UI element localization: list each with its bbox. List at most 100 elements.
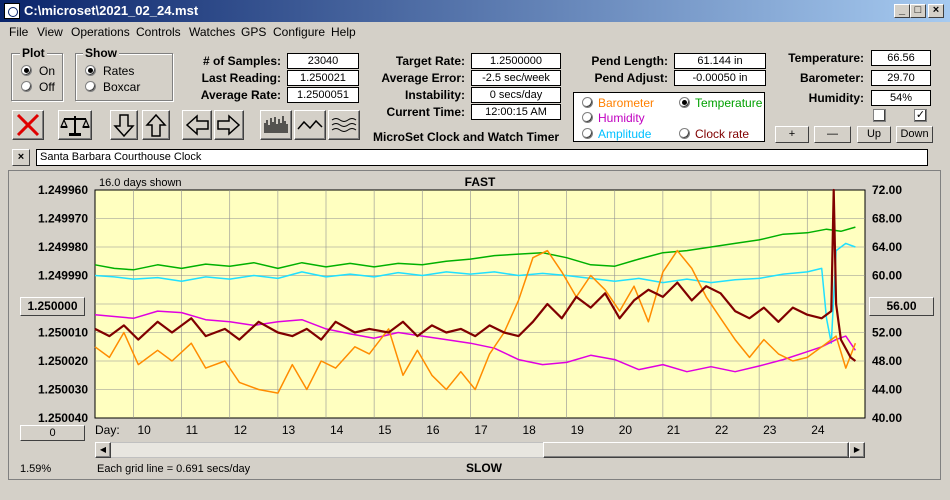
plus-button[interactable]: + [775,126,809,143]
pend-adjust-field: -0.00050 in [674,70,766,86]
right-tick-label: 60.00 [872,269,902,283]
humidity-label: Humidity [598,111,645,125]
minimize-button[interactable]: _ [894,4,910,18]
x-tick-label: 24 [811,423,825,437]
arrow-left-button[interactable] [182,110,212,140]
right-tick-label: 48.00 [872,354,902,368]
right-tick-label: 64.00 [872,240,902,254]
menu-watches[interactable]: Watches [189,25,236,39]
target-rate-label: Target Rate: [395,54,465,68]
series-line-barometer [94,249,857,394]
target-rate-field[interactable]: 1.2500000 [471,53,561,69]
plot-on-label: On [39,64,56,78]
left-tick-label: 1.249960 [38,183,88,197]
series-line-humidity [94,310,857,373]
humidity-field: 54% [871,90,931,106]
red-x-icon [16,113,40,137]
clear-clock-name-button[interactable]: × [12,149,30,166]
average-rate-field: 1.2500051 [287,87,359,103]
humidity-radio[interactable] [582,112,593,123]
plot-on-radio[interactable] [21,65,32,76]
menu-view[interactable]: View [37,25,63,39]
series-lines [94,188,857,394]
calibrate-button[interactable] [58,110,92,140]
menu-configure[interactable]: Configure [273,25,326,39]
arrow-up-button[interactable] [142,110,170,140]
temperature-field: 66.56 [871,50,931,66]
last-reading-field: 1.250021 [287,70,359,86]
average-rate-label: Average Rate: [200,88,281,102]
maximize-button[interactable]: □ [910,4,926,18]
scroll-right-button[interactable]: ▶ [849,442,865,458]
menu-bar: File View Operations Controls Watches GP… [0,22,950,42]
x-tick-label: 17 [474,423,488,437]
amplitude-radio[interactable] [582,128,593,139]
app-icon [4,3,20,19]
right-tick-label: 68.00 [872,212,902,226]
samples-field: 23040 [287,53,359,69]
up-button[interactable]: Up [857,126,891,143]
arrow-down-button[interactable] [110,110,138,140]
close-window-button[interactable]: × [928,4,944,18]
show-rates-radio[interactable] [85,65,96,76]
clock-name-field[interactable]: Santa Barbara Courthouse Clock [36,149,928,166]
channel-selector [573,92,765,142]
bar-graph-icon [264,116,288,133]
barometer-radio[interactable] [582,97,593,108]
show-group-title: Show [83,46,119,60]
instability-label: Instability: [404,88,465,102]
center-env-button[interactable]: 56.00 [869,297,934,316]
arrow-right-icon [217,114,241,136]
clock-rate-radio[interactable] [679,128,690,139]
temperature-radio[interactable] [679,97,690,108]
menu-help[interactable]: Help [331,25,356,39]
wave-graph-button[interactable] [328,110,360,140]
barometer-label: Barometer [598,96,655,110]
grid-note: Each grid line = 0.691 secs/day [97,463,251,475]
status-percent: 1.59% [20,463,51,475]
checkbox-2[interactable]: ✓ [914,109,927,122]
pend-adjust-label: Pend Adjust: [594,71,668,85]
center-rate-button[interactable]: 1.250000 [20,297,85,316]
menu-file[interactable]: File [9,25,29,39]
series-line-clock-rate [94,188,857,362]
show-boxcar-radio[interactable] [85,81,96,92]
minus-button[interactable]: — [814,126,851,143]
x-axis-ticks: 10 11 12 13 14 15 16 17 18 19 20 21 22 23 24 [138,423,825,437]
arrow-up-icon [145,113,167,137]
right-axis-ticks: 72.00 68.00 64.00 60.00 52.00 48.00 44.00 40.00 [872,183,902,425]
temperature-stat-label: Temperature: [788,51,864,65]
down-button[interactable]: Down [896,126,933,143]
arrow-down-icon [113,114,135,138]
stop-button[interactable] [12,110,44,140]
show-rates-label: Rates [103,64,135,78]
barometer-field: 29.70 [871,70,931,86]
balance-scale-icon [60,116,90,136]
left-tick-label: 1.249980 [38,240,88,254]
x-tick-label: 20 [619,423,633,437]
x-tick-label: 15 [378,423,392,437]
series-line-amplitude [94,242,856,344]
current-time-field: 12:00:15 AM [471,104,561,120]
left-tick-label: 1.250040 [38,411,88,425]
line-graph-icon [297,119,323,130]
menu-controls[interactable]: Controls [136,25,181,39]
instability-field: 0 secs/day [471,87,561,103]
menu-operations[interactable]: Operations [71,25,130,39]
scroll-thumb[interactable] [543,442,849,458]
line-graph-button[interactable] [294,110,326,140]
plot-off-radio[interactable] [21,81,32,92]
menu-gps[interactable]: GPS [241,25,267,39]
arrow-right-button[interactable] [214,110,244,140]
offset-button[interactable]: 0 [20,425,85,441]
checkbox-1[interactable] [873,109,886,122]
x-tick-label: 14 [330,423,344,437]
wave-graph-icon [331,118,357,132]
average-error-field: -2.5 sec/week [471,70,561,86]
scroll-left-button[interactable]: ◀ [95,442,111,458]
current-time-label: Current Time: [386,105,465,119]
plot-off-label: Off [39,80,55,94]
bar-graph-button[interactable] [260,110,292,140]
x-tick-label: 22 [715,423,729,437]
